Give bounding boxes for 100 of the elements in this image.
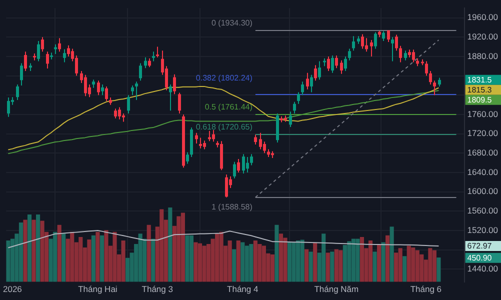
bar xyxy=(372,252,377,282)
bar xyxy=(228,240,232,282)
candlestick xyxy=(135,81,138,100)
bar xyxy=(300,240,304,282)
candlestick xyxy=(399,45,402,63)
candlestick xyxy=(365,38,368,52)
candlestick xyxy=(348,48,351,61)
candlestick xyxy=(84,74,87,97)
candlestick xyxy=(186,152,189,164)
bar xyxy=(104,230,108,282)
bar xyxy=(32,220,36,282)
candlestick xyxy=(237,158,240,174)
candlestick xyxy=(105,86,108,102)
bar xyxy=(57,224,62,282)
candlestick xyxy=(429,70,432,86)
bar xyxy=(411,247,416,282)
candlestick xyxy=(314,64,317,82)
bar xyxy=(283,238,288,282)
x-tick-label: Tháng 4 xyxy=(227,284,258,294)
candlestick xyxy=(250,154,253,166)
candlestick xyxy=(173,74,176,95)
text: 1831.5 xyxy=(467,76,492,85)
bar xyxy=(91,235,96,282)
bar xyxy=(189,235,194,282)
text: 1815.3 xyxy=(467,86,492,95)
candlestick xyxy=(169,84,172,112)
bar xyxy=(390,226,394,282)
ref-line-label: 0.618 (1720.65) xyxy=(196,122,253,132)
candlestick xyxy=(301,81,304,96)
candlestick xyxy=(41,36,44,52)
candlestick xyxy=(335,54,338,69)
bar xyxy=(151,238,156,282)
x-tick-label: Tháng 6 xyxy=(410,284,442,294)
bar xyxy=(146,224,151,282)
bar xyxy=(338,250,343,282)
candlestick xyxy=(387,30,390,42)
y2-tick-label: 450.90 xyxy=(467,254,492,263)
ref-line-label: 0.5 (1761.44) xyxy=(204,102,253,112)
text: 1809.5 xyxy=(467,96,492,105)
bar xyxy=(194,242,198,282)
bar xyxy=(244,246,249,282)
candlestick xyxy=(58,38,61,52)
bar xyxy=(258,244,262,282)
bar xyxy=(386,235,390,282)
candlestick xyxy=(361,34,364,50)
bar xyxy=(415,250,420,282)
bar xyxy=(219,232,224,282)
candlestick xyxy=(297,92,300,104)
candlestick xyxy=(263,141,266,154)
candlestick xyxy=(433,80,436,96)
candlestick xyxy=(340,60,343,74)
bar xyxy=(287,242,292,282)
candlestick xyxy=(37,40,40,62)
y-tick-label: 1680.00 xyxy=(467,148,498,158)
bar xyxy=(168,208,172,282)
candlestick xyxy=(331,54,334,74)
bar xyxy=(398,248,402,282)
candlestick xyxy=(195,132,198,144)
candlestick xyxy=(118,106,121,120)
y-tick-label: 1720.00 xyxy=(467,128,498,138)
bar xyxy=(160,209,164,282)
candlestick xyxy=(310,74,313,93)
candlestick xyxy=(212,129,215,142)
candlestick xyxy=(101,84,104,96)
bar xyxy=(87,239,92,282)
candlestick xyxy=(156,46,159,58)
candlestick xyxy=(67,44,70,57)
candlestick xyxy=(24,51,27,72)
candlestick xyxy=(97,80,100,96)
candlestick xyxy=(131,84,134,96)
bar xyxy=(112,232,117,282)
bar xyxy=(313,242,318,282)
candlestick xyxy=(254,134,257,145)
bar xyxy=(406,246,411,282)
candlestick xyxy=(7,97,10,118)
candlestick xyxy=(259,132,262,150)
bar xyxy=(304,249,309,282)
bar xyxy=(96,232,100,282)
bar xyxy=(334,249,338,282)
y-tick-label: 1640.00 xyxy=(467,166,498,177)
bar xyxy=(176,216,181,282)
candlestick xyxy=(352,36,355,52)
bar xyxy=(121,240,126,282)
bar xyxy=(270,254,274,282)
bar xyxy=(18,222,24,282)
bar xyxy=(249,244,254,282)
candlestick xyxy=(127,94,130,114)
bar xyxy=(274,224,279,282)
bar xyxy=(100,235,104,282)
y-tick-label: 1560.00 xyxy=(467,206,498,216)
candlestick xyxy=(16,84,19,100)
bar xyxy=(376,244,382,282)
candlestick xyxy=(233,161,236,179)
bar xyxy=(138,234,142,282)
candlestick xyxy=(139,62,142,82)
candlestick xyxy=(178,92,181,114)
candlestick xyxy=(63,48,66,63)
x-tick-label: Tháng Năm xyxy=(314,284,359,294)
candlestick xyxy=(242,154,245,174)
bar xyxy=(78,237,83,282)
